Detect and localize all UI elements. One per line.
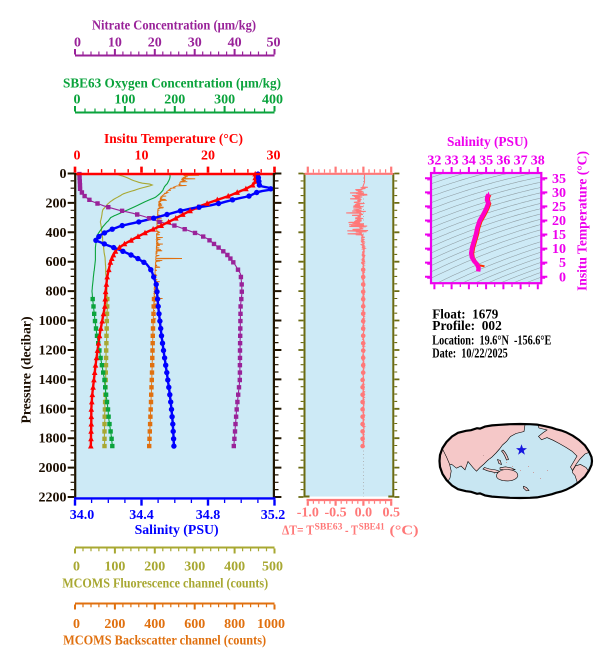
- svg-text:SBE63: SBE63: [315, 523, 343, 533]
- svg-text:ΔT= T: ΔT= T: [282, 523, 315, 538]
- svg-text:36: 36: [496, 153, 510, 168]
- svg-text:400: 400: [46, 226, 67, 241]
- svg-text:800: 800: [46, 285, 67, 300]
- svg-text:MCOMS Backscatter channel (cou: MCOMS Backscatter channel (counts): [63, 634, 266, 649]
- svg-text:34.4: 34.4: [129, 508, 154, 523]
- svg-text:600: 600: [46, 255, 67, 270]
- svg-text:0: 0: [60, 167, 67, 182]
- svg-text:500: 500: [262, 560, 283, 575]
- svg-text:MCOMS Fluorescence channel (co: MCOMS Fluorescence channel (counts): [62, 577, 268, 592]
- svg-text:400: 400: [144, 617, 165, 632]
- svg-text:10: 10: [108, 36, 122, 51]
- svg-text:Insitu Temperature (°C): Insitu Temperature (°C): [104, 132, 243, 147]
- svg-text:Location: 19.6°N -156.6°E: Location: 19.6°N -156.6°E: [432, 334, 551, 349]
- svg-text:35: 35: [479, 153, 493, 168]
- svg-text:34.8: 34.8: [196, 508, 221, 523]
- svg-text:Insitu Temperature (°C): Insitu Temperature (°C): [576, 151, 591, 291]
- svg-text:(°C): (°C): [390, 523, 419, 538]
- svg-text:0: 0: [74, 93, 81, 108]
- svg-text:10: 10: [552, 242, 566, 257]
- svg-text:35.2: 35.2: [261, 508, 286, 523]
- svg-text:1400: 1400: [39, 373, 67, 388]
- svg-text:200: 200: [46, 196, 67, 211]
- svg-text:Float: 1679: Float: 1679: [432, 307, 498, 322]
- svg-text:10: 10: [135, 149, 149, 164]
- svg-text:600: 600: [184, 617, 205, 632]
- svg-text:400: 400: [224, 560, 245, 575]
- svg-text:0.5: 0.5: [382, 506, 400, 521]
- svg-text:100: 100: [104, 560, 125, 575]
- svg-text:32: 32: [427, 153, 441, 168]
- svg-text:2000: 2000: [39, 461, 67, 476]
- svg-text:5: 5: [559, 256, 566, 271]
- svg-text:0: 0: [73, 560, 80, 575]
- svg-text:Salinity (PSU): Salinity (PSU): [135, 523, 219, 538]
- svg-text:1000: 1000: [257, 617, 285, 632]
- svg-text:30: 30: [188, 36, 202, 51]
- svg-text:50: 50: [267, 36, 281, 51]
- svg-text:34.0: 34.0: [70, 508, 95, 523]
- svg-text:33: 33: [445, 153, 459, 168]
- svg-text:200: 200: [164, 93, 185, 108]
- svg-text:34: 34: [462, 153, 476, 168]
- svg-text:Date: 10/22/2025: Date: 10/22/2025: [432, 346, 508, 361]
- svg-text:1200: 1200: [39, 344, 67, 359]
- svg-text:SBE63 Oxygen Concentration (μm: SBE63 Oxygen Concentration (μm/kg): [63, 76, 281, 91]
- svg-text:0.0: 0.0: [355, 506, 373, 521]
- svg-text:-0.5: -0.5: [325, 506, 347, 521]
- svg-text:Salinity (PSU): Salinity (PSU): [447, 135, 528, 150]
- svg-text:Profile: 002: Profile: 002: [432, 319, 502, 334]
- svg-text:2200: 2200: [39, 491, 67, 506]
- svg-text:25: 25: [552, 200, 566, 215]
- svg-text:20: 20: [201, 149, 215, 164]
- svg-text:30: 30: [552, 186, 566, 201]
- svg-text:200: 200: [144, 560, 165, 575]
- svg-text:400: 400: [262, 93, 283, 108]
- svg-text:0: 0: [74, 36, 81, 51]
- svg-text:- T: - T: [345, 523, 358, 538]
- svg-text:1000: 1000: [39, 314, 67, 329]
- svg-text:20: 20: [552, 214, 566, 229]
- svg-text:200: 200: [104, 617, 125, 632]
- svg-text:0: 0: [559, 270, 566, 285]
- svg-text:100: 100: [114, 93, 135, 108]
- svg-text:40: 40: [228, 36, 242, 51]
- svg-text:30: 30: [267, 149, 281, 164]
- svg-text:1800: 1800: [39, 432, 67, 447]
- svg-text:20: 20: [148, 36, 162, 51]
- svg-text:-1.0: -1.0: [297, 506, 319, 521]
- svg-text:800: 800: [224, 617, 245, 632]
- svg-text:0: 0: [73, 617, 80, 632]
- svg-text:37: 37: [514, 153, 528, 168]
- svg-text:Pressure (decibar): Pressure (decibar): [20, 316, 35, 423]
- svg-text:35: 35: [552, 172, 566, 187]
- svg-text:15: 15: [552, 228, 566, 243]
- svg-text:38: 38: [531, 153, 545, 168]
- svg-text:300: 300: [184, 560, 205, 575]
- svg-text:0: 0: [74, 149, 81, 164]
- svg-text:1600: 1600: [39, 402, 67, 417]
- svg-text:300: 300: [214, 93, 235, 108]
- svg-text:Nitrate Concentration (μm/kg): Nitrate Concentration (μm/kg): [92, 19, 256, 34]
- svg-text:SBE41: SBE41: [359, 523, 385, 533]
